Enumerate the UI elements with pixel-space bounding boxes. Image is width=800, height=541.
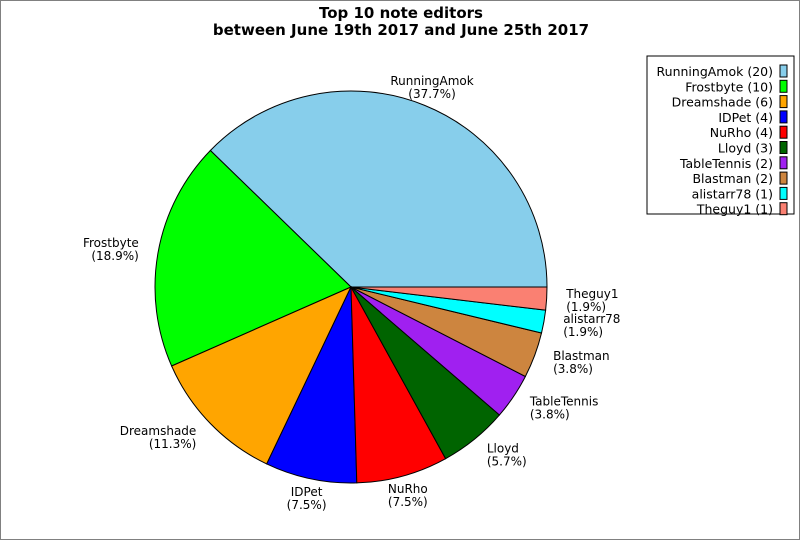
- slice-label-dreamshade: Dreamshade (11.3%): [120, 424, 197, 451]
- slice-label-name: Theguy1: [565, 287, 618, 301]
- slice-label-percent: (11.3%): [149, 437, 196, 451]
- pie-slice-runningamok: [209, 90, 548, 288]
- slice-label-percent: (1.9%): [563, 325, 603, 339]
- legend-entry-lloyd: Lloyd (3): [718, 141, 773, 156]
- legend-swatch-alistarr78: [779, 186, 788, 200]
- legend-swatch-blastman: [779, 171, 788, 185]
- legend-swatch-runningamok: [779, 64, 788, 78]
- slice-label-percent: (3.8%): [530, 407, 570, 421]
- legend-entry-frostbyte: Frostbyte (10): [685, 79, 773, 94]
- slice-label-percent: (3.8%): [553, 362, 593, 376]
- slice-label-theguy1: Theguy1 (1.9%): [565, 287, 618, 314]
- slice-label-runningamok: RunningAmok (37.7%): [390, 74, 473, 101]
- legend-entry-runningamok: RunningAmok (20): [657, 64, 773, 79]
- slice-label-nurho: NuRho (7.5%): [388, 482, 428, 509]
- legend-swatch-idpet: [779, 110, 788, 124]
- legend-box: [646, 55, 795, 215]
- legend-entry-alistarr78: alistarr78 (1): [692, 186, 773, 201]
- legend-entry-dreamshade: Dreamshade (6): [672, 95, 773, 110]
- legend-swatch-dreamshade: [779, 95, 788, 109]
- pie-slice-dreamshade: [170, 285, 353, 465]
- slice-label-name: alistarr78: [563, 312, 620, 326]
- legend-swatch-nurho: [779, 125, 788, 139]
- slice-label-name: Dreamshade: [120, 424, 197, 438]
- legend-swatch-frostbyte: [779, 79, 788, 93]
- chart-title-line-2: between June 19th 2017 and June 25th 201…: [213, 21, 589, 39]
- slice-label-name: RunningAmok: [390, 74, 473, 88]
- slice-label-name: Frostbyte: [83, 236, 139, 250]
- slice-label-percent: (37.7%): [408, 87, 455, 101]
- slice-label-name: NuRho: [388, 482, 428, 496]
- pie-slice-frostbyte: [154, 149, 352, 367]
- legend-swatch-theguy1: [779, 202, 788, 216]
- legend-entry-blastman: Blastman (2): [692, 171, 773, 186]
- legend-swatch-tabletennis: [779, 156, 788, 170]
- legend-entry-idpet: IDPet (4): [718, 110, 773, 125]
- slice-label-name: Lloyd: [487, 441, 519, 455]
- slice-label-percent: (7.5%): [287, 498, 327, 512]
- pie-slice-theguy1: [350, 286, 548, 311]
- slice-label-name: TableTennis: [529, 394, 599, 408]
- legend-entry-theguy1: Theguy1 (1): [696, 202, 773, 217]
- slice-label-frostbyte: Frostbyte (18.9%): [83, 236, 139, 263]
- legend-swatch-lloyd: [779, 141, 788, 154]
- legend-entry-tabletennis: TableTennis (2): [679, 156, 773, 171]
- slice-label-percent: (7.5%): [388, 495, 428, 509]
- slice-label-blastman: Blastman (3.8%): [553, 349, 610, 376]
- slice-label-alistarr78: alistarr78 (1.9%): [563, 312, 620, 339]
- slice-label-tabletennis: TableTennis (3.8%): [529, 394, 599, 421]
- chart-title-line-1: Top 10 note editors: [319, 4, 483, 22]
- slice-label-name: IDPet: [291, 485, 323, 499]
- slice-label-idpet: IDPet (7.5%): [287, 485, 327, 512]
- slice-label-percent: (18.9%): [91, 249, 138, 263]
- slice-label-lloyd: Lloyd (5.7%): [487, 441, 527, 468]
- legend-entry-nurho: NuRho (4): [710, 125, 773, 140]
- slice-label-name: Blastman: [553, 349, 610, 363]
- slice-label-percent: (5.7%): [487, 454, 527, 468]
- slice-label-percent: (1.9%): [566, 300, 606, 314]
